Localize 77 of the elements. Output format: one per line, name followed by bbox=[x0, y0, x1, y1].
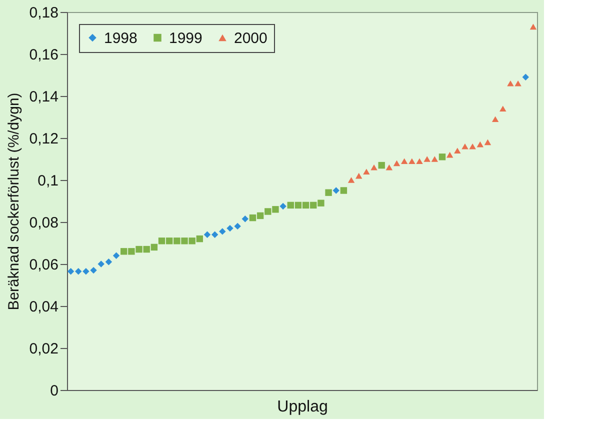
point bbox=[90, 266, 97, 274]
point bbox=[530, 24, 537, 30]
y-axis-title: Beräknad sockerförlust (%/dygn) bbox=[5, 92, 22, 310]
point bbox=[408, 158, 416, 164]
point bbox=[393, 160, 400, 166]
point bbox=[249, 214, 256, 222]
point bbox=[294, 202, 302, 209]
point bbox=[446, 152, 454, 158]
point bbox=[476, 141, 484, 148]
legend-label: 1998 bbox=[104, 30, 138, 47]
point bbox=[462, 143, 468, 150]
point bbox=[256, 212, 264, 220]
point bbox=[310, 202, 317, 209]
point bbox=[120, 248, 128, 255]
point bbox=[143, 246, 150, 253]
point bbox=[234, 222, 241, 230]
point bbox=[514, 80, 522, 86]
y-tick-label: 0,08 bbox=[29, 214, 58, 232]
point bbox=[302, 202, 310, 209]
point bbox=[416, 158, 423, 164]
point bbox=[378, 162, 385, 169]
y-tick-label: 0,04 bbox=[29, 298, 58, 316]
point bbox=[363, 168, 370, 175]
y-tick-label: 0,14 bbox=[29, 88, 58, 106]
point bbox=[469, 143, 476, 150]
point bbox=[318, 200, 324, 206]
point bbox=[438, 154, 446, 160]
point bbox=[264, 208, 272, 215]
point bbox=[325, 189, 332, 196]
point bbox=[181, 238, 188, 244]
point bbox=[105, 258, 112, 266]
point bbox=[75, 268, 82, 275]
x-axis-title: Upplag bbox=[277, 398, 328, 416]
point bbox=[204, 231, 211, 238]
point bbox=[196, 235, 204, 242]
point bbox=[112, 252, 120, 259]
point bbox=[98, 260, 104, 268]
y-tick-label: 0,02 bbox=[29, 340, 58, 358]
point bbox=[356, 172, 362, 179]
point bbox=[226, 224, 234, 232]
point bbox=[174, 238, 180, 244]
legend-label: 2000 bbox=[234, 30, 268, 47]
point bbox=[332, 187, 340, 194]
y-tick-label: 0,06 bbox=[29, 256, 58, 274]
point bbox=[484, 139, 492, 146]
point bbox=[67, 268, 74, 275]
y-tick-label: 0,12 bbox=[29, 130, 58, 148]
point bbox=[158, 238, 166, 244]
y-tick-label: 0,18 bbox=[29, 4, 58, 22]
point bbox=[507, 80, 514, 86]
point bbox=[272, 206, 279, 213]
point bbox=[287, 202, 294, 209]
point bbox=[166, 238, 173, 244]
y-tick-label: 0,16 bbox=[29, 46, 58, 64]
point bbox=[280, 202, 286, 210]
legend-label: 1999 bbox=[169, 30, 202, 47]
point bbox=[128, 248, 135, 255]
point bbox=[500, 106, 506, 112]
point bbox=[400, 158, 408, 164]
point bbox=[454, 148, 461, 154]
point bbox=[188, 238, 196, 244]
point bbox=[211, 231, 218, 238]
point bbox=[340, 187, 348, 194]
y-tick-label: 0 bbox=[50, 382, 58, 400]
point bbox=[522, 74, 529, 80]
point bbox=[370, 164, 378, 170]
point bbox=[219, 228, 226, 235]
y-tick-label: 0,1 bbox=[38, 172, 58, 190]
point bbox=[431, 156, 438, 162]
point bbox=[348, 177, 355, 183]
point bbox=[242, 215, 248, 222]
point bbox=[492, 116, 499, 122]
point bbox=[82, 268, 90, 275]
point bbox=[150, 244, 158, 251]
point bbox=[424, 156, 430, 162]
point bbox=[136, 246, 142, 253]
point bbox=[386, 164, 393, 170]
